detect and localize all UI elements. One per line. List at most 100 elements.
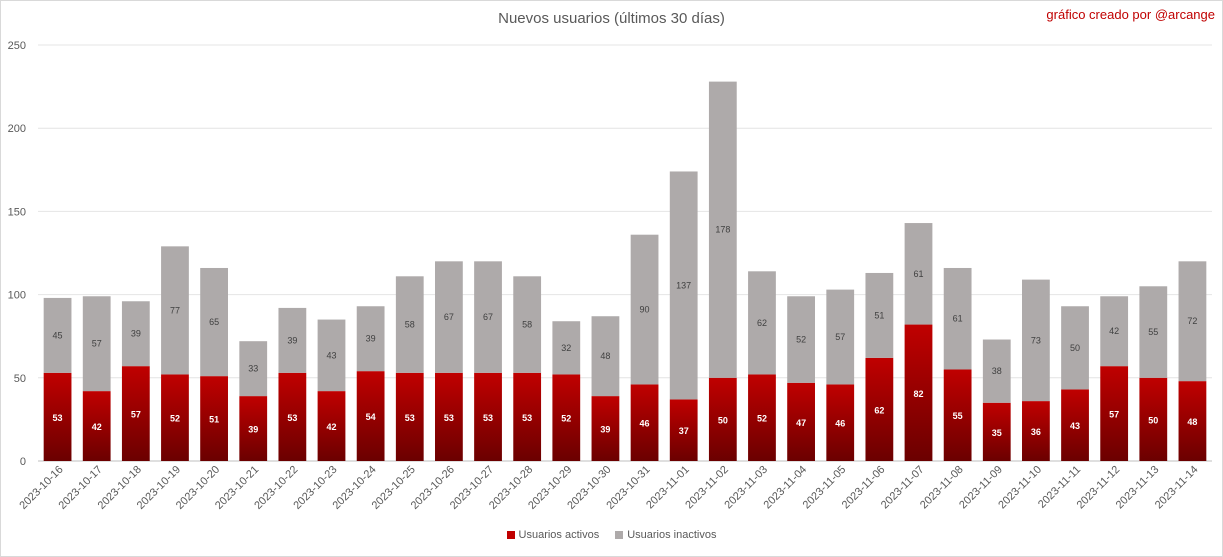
data-label-active: 53 [53,413,63,423]
y-tick-label: 150 [8,206,26,218]
bar-inactive [474,261,502,373]
bar-inactive [435,261,463,373]
y-tick-label: 250 [8,40,26,52]
bar-inactive [395,276,424,373]
bar-inactive [239,341,268,397]
data-label-inactive: 48 [600,351,610,361]
y-tick-label: 100 [8,290,26,302]
bar-active [669,399,698,461]
bar-active [630,384,659,461]
bar-active [904,324,933,461]
legend-label-inactive: Usuarios inactivos [627,529,717,541]
data-label-active: 53 [444,413,454,423]
data-label-active: 52 [170,414,180,424]
y-axis-ticks: 0 50 100 150 200 250 [8,40,26,468]
data-label-inactive: 58 [405,320,415,330]
bar-active [395,372,424,461]
data-label-inactive: 38 [992,366,1002,376]
data-label-active: 46 [835,419,845,429]
bar-inactive [943,267,972,370]
bar-active [43,372,72,461]
data-label-active: 53 [405,413,415,423]
bar-active [356,371,385,461]
data-label-active: 53 [522,413,532,423]
data-label-inactive: 52 [796,335,806,345]
bar-active [1022,401,1050,461]
data-label-active: 54 [366,412,376,422]
bar-inactive [904,223,933,325]
data-label-active: 82 [913,389,923,399]
legend-swatch-active [506,531,515,539]
bar-inactive [591,316,620,397]
data-label-active: 39 [248,425,258,435]
bar-active [982,402,1011,461]
bar-inactive [1178,261,1207,382]
data-label-active: 50 [1148,415,1158,425]
data-label-inactive: 90 [640,305,650,315]
data-label-active: 52 [561,414,571,424]
bar-inactive [1139,286,1168,378]
bar-inactive [552,321,581,375]
bar-inactive [278,307,307,373]
bar-inactive [513,276,542,373]
x-axis-ticks: 2023-10-162023-10-172023-10-182023-10-19… [17,464,1200,512]
data-label-active: 36 [1031,427,1041,437]
bar-active [826,384,855,461]
data-label-active: 42 [326,422,336,432]
bar-active [1100,366,1129,461]
bar-active [787,382,815,461]
data-label-inactive: 77 [170,305,180,315]
data-label-inactive: 67 [444,312,454,322]
data-label-inactive: 57 [835,332,845,342]
y-tick-label: 50 [14,373,26,385]
bar-inactive [161,246,189,375]
y-tick-label: 0 [20,456,26,468]
data-label-inactive: 137 [676,280,691,290]
bar-inactive [865,272,894,358]
bar-inactive [317,319,346,392]
bars [43,81,1207,461]
bar-active [161,374,189,461]
legend-swatch-inactive [615,531,624,539]
data-label-inactive: 55 [1148,327,1158,337]
gridlines [38,44,1212,462]
bar-active [748,374,776,461]
data-label-inactive: 51 [874,310,884,320]
data-label-inactive: 72 [1187,316,1197,326]
data-label-inactive: 50 [1070,343,1080,353]
data-label-inactive: 65 [209,317,219,327]
bar-active [239,396,268,461]
bar-active [591,396,620,461]
data-labels: 53 45 42 57 57 39 52 77 51 65 39 33 53 39 42 43 54 39 53 58… [53,225,1198,438]
chart-title: Nuevos usuarios (últimos 30 días) [498,10,725,27]
data-label-inactive: 61 [913,269,923,279]
data-label-inactive: 62 [757,318,767,328]
bar-active [1061,389,1089,461]
data-label-active: 50 [718,415,728,425]
data-label-inactive: 45 [53,330,63,340]
data-label-active: 39 [600,425,610,435]
data-label-inactive: 58 [522,320,532,330]
bar-inactive [669,171,698,400]
bar-inactive [826,289,855,385]
data-label-inactive: 39 [131,329,141,339]
data-label-inactive: 42 [1109,326,1119,336]
bar-inactive [708,81,737,378]
bar-inactive [630,234,659,385]
chart-credit: gráfico creado por @arcange [1046,7,1215,22]
bar-inactive [1100,296,1129,367]
data-label-inactive: 43 [326,350,336,360]
data-label-active: 46 [640,419,650,429]
data-label-inactive: 39 [366,334,376,344]
data-label-inactive: 39 [287,335,297,345]
legend-item-inactive: Usuarios inactivos [615,529,716,541]
y-tick-label: 200 [8,123,26,135]
bar-inactive [787,296,815,383]
legend-item-active: Usuarios activos [506,529,599,541]
bar-active [317,391,346,461]
bar-active [200,376,228,461]
bar-active [82,391,111,461]
bar-inactive [121,301,150,367]
data-label-inactive: 178 [715,225,730,235]
